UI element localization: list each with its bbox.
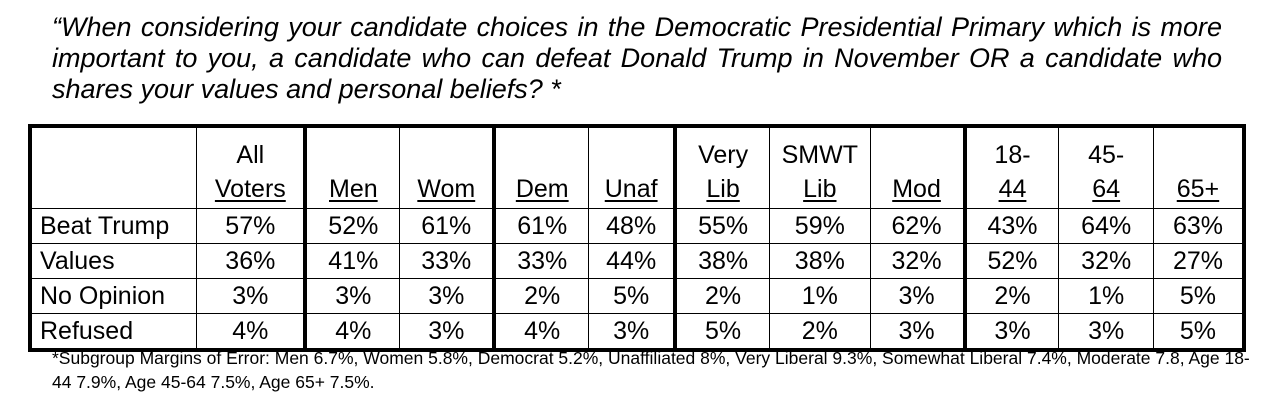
column-header-line1: Very bbox=[698, 141, 749, 169]
table-cell: 2% bbox=[673, 278, 771, 314]
column-header-line2: 65+ bbox=[1176, 175, 1220, 203]
table-cell: 3% bbox=[399, 278, 495, 314]
column-header: SMWT Lib bbox=[769, 125, 871, 209]
table-cell: 3% bbox=[588, 313, 676, 351]
table-cell: 3% bbox=[869, 313, 966, 351]
table-cell: 27% bbox=[1152, 243, 1245, 279]
column-header-line2: Men bbox=[329, 175, 378, 203]
column-header: Men bbox=[303, 125, 401, 209]
row-label: Beat Trump bbox=[29, 208, 198, 244]
header-row: All Voters Men Wom Dem bbox=[29, 125, 1245, 209]
table-cell: 2% bbox=[769, 313, 871, 351]
row-label: No Opinion bbox=[29, 278, 198, 314]
table-row: Beat Trump 57% 52% 61% 61% 48% 55% 59% 62% 43% 64%… bbox=[29, 208, 1245, 244]
column-header-line1: 45- bbox=[1088, 141, 1125, 169]
table-cell: 3% bbox=[196, 278, 306, 314]
table-cell: 63% bbox=[1152, 208, 1245, 244]
column-header-line2: 44 bbox=[998, 175, 1027, 203]
table-cell: 5% bbox=[588, 278, 676, 314]
table-cell: 3% bbox=[1058, 313, 1154, 351]
table-cell: 1% bbox=[769, 278, 871, 314]
column-header-line2: Lib bbox=[803, 175, 837, 203]
table-cell: 48% bbox=[588, 208, 676, 244]
table-row: Values 36% 41% 33% 33% 44% 38% 38% 32% 52% 32% 27% bbox=[29, 243, 1245, 279]
column-header: Unaf bbox=[588, 125, 676, 209]
row-label: Values bbox=[29, 243, 198, 279]
table-row: No Opinion 3% 3% 3% 2% 5% 2% 1% 3% 2% 1% 5% bbox=[29, 278, 1245, 314]
table-cell: 3% bbox=[962, 313, 1060, 351]
header-corner-cell bbox=[29, 125, 198, 209]
column-header-line1: All bbox=[236, 141, 265, 169]
table-cell: 33% bbox=[492, 243, 590, 279]
survey-question: “When considering your candidate choices… bbox=[52, 12, 1222, 104]
table-cell: 3% bbox=[869, 278, 966, 314]
table-cell: 57% bbox=[196, 208, 306, 244]
column-header-line1: SMWT bbox=[781, 141, 858, 169]
table-cell: 5% bbox=[1152, 313, 1245, 351]
table-cell: 5% bbox=[1152, 278, 1245, 314]
table-cell: 4% bbox=[492, 313, 590, 351]
footnote: *Subgroup Margins of Error: Men 6.7%, Wo… bbox=[52, 348, 1250, 392]
table-cell: 3% bbox=[303, 278, 401, 314]
table-cell: 36% bbox=[196, 243, 306, 279]
column-header-line2: Wom bbox=[417, 175, 476, 203]
column-header: Very Lib bbox=[673, 125, 771, 209]
column-header: 18- 44 bbox=[962, 125, 1060, 209]
table-cell: 43% bbox=[962, 208, 1060, 244]
table-cell: 2% bbox=[492, 278, 590, 314]
results-table-wrapper: All Voters Men Wom Dem bbox=[28, 124, 1246, 352]
table-cell: 32% bbox=[869, 243, 966, 279]
column-header-line2: Dem bbox=[515, 175, 569, 203]
table-row: Refused 4% 4% 3% 4% 3% 5% 2% 3% 3% 3% 5% bbox=[29, 313, 1245, 351]
table-cell: 52% bbox=[962, 243, 1060, 279]
table-cell: 61% bbox=[492, 208, 590, 244]
table-cell: 62% bbox=[869, 208, 966, 244]
results-table: All Voters Men Wom Dem bbox=[28, 124, 1246, 352]
column-header-line2: Mod bbox=[892, 175, 941, 203]
table-cell: 64% bbox=[1058, 208, 1154, 244]
column-header-line2: Voters bbox=[214, 175, 286, 203]
table-cell: 44% bbox=[588, 243, 676, 279]
column-header-line2: 64 bbox=[1092, 175, 1121, 203]
table-cell: 38% bbox=[769, 243, 871, 279]
table-cell: 41% bbox=[303, 243, 401, 279]
table-cell: 2% bbox=[962, 278, 1060, 314]
table-cell: 55% bbox=[673, 208, 771, 244]
table-cell: 61% bbox=[399, 208, 495, 244]
column-header: All Voters bbox=[196, 125, 306, 209]
table-cell: 52% bbox=[303, 208, 401, 244]
table-cell: 38% bbox=[673, 243, 771, 279]
table-cell: 4% bbox=[303, 313, 401, 351]
column-header-line2: Lib bbox=[706, 175, 740, 203]
column-header: 45- 64 bbox=[1058, 125, 1154, 209]
table-cell: 32% bbox=[1058, 243, 1154, 279]
table-cell: 4% bbox=[196, 313, 306, 351]
table-body: Beat Trump 57% 52% 61% 61% 48% 55% 59% 62% 43% 64%… bbox=[29, 208, 1245, 351]
column-header-line1: 18- bbox=[994, 141, 1031, 169]
column-header: 65+ bbox=[1152, 125, 1245, 209]
column-header: Dem bbox=[492, 125, 590, 209]
column-header-line2: Unaf bbox=[604, 175, 658, 203]
table-cell: 5% bbox=[673, 313, 771, 351]
column-header: Wom bbox=[399, 125, 495, 209]
table-cell: 33% bbox=[399, 243, 495, 279]
row-label: Refused bbox=[29, 313, 198, 351]
table-cell: 1% bbox=[1058, 278, 1154, 314]
column-header: Mod bbox=[869, 125, 966, 209]
table-cell: 3% bbox=[399, 313, 495, 351]
table-cell: 59% bbox=[769, 208, 871, 244]
